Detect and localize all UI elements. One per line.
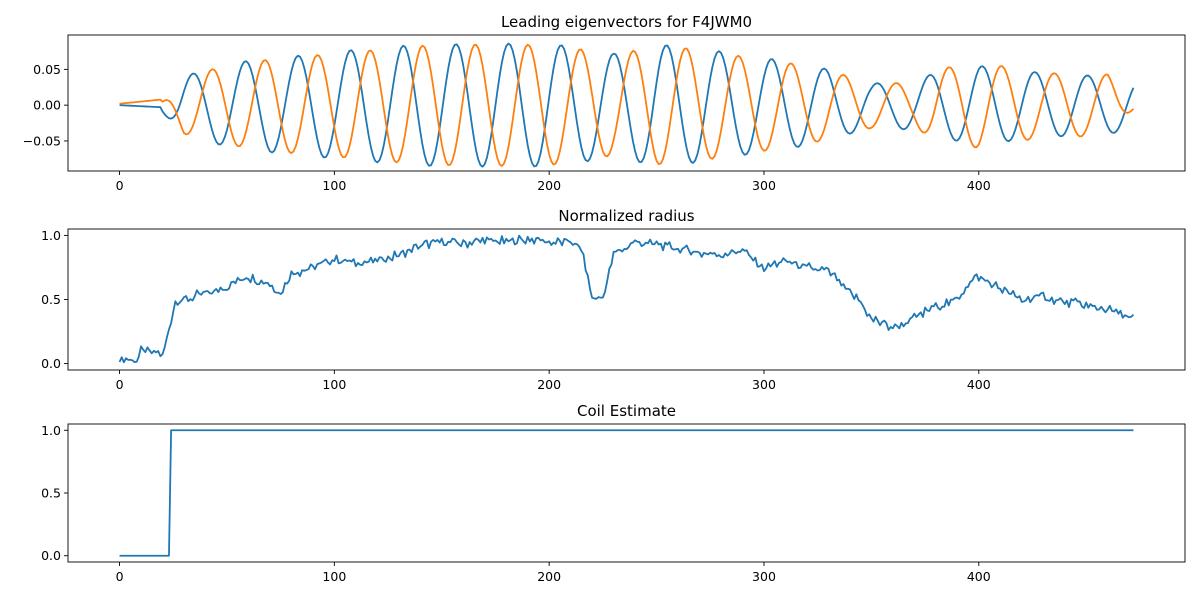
x-tick-label: 0	[116, 377, 124, 392]
series-line-2	[119, 43, 1135, 167]
x-tick-label: 200	[537, 178, 561, 193]
x-tick-label: 0	[116, 569, 124, 584]
y-tick-label: 1.0	[41, 423, 61, 438]
x-tick-label: 300	[752, 178, 776, 193]
series-line-1	[119, 42, 1135, 168]
axes-frame	[67, 34, 1186, 172]
series-line-1	[118, 234, 1135, 364]
y-tick-label: 1.0	[41, 228, 61, 243]
y-tick-label: 0.05	[33, 62, 61, 77]
x-tick-label: 300	[752, 377, 776, 392]
x-tick-label: 300	[752, 569, 776, 584]
subplot-1: Leading eigenvectors for F4JWM0 0 100 200 30…	[23, 13, 1186, 193]
subplots: Leading eigenvectors for F4JWM0 0 100 200 30…	[23, 13, 1186, 584]
chart-title: Leading eigenvectors for F4JWM0	[501, 13, 752, 31]
x-tick-label: 400	[967, 178, 991, 193]
x-tick-label: 400	[967, 377, 991, 392]
x-tick-label: 200	[537, 569, 561, 584]
subplot-2: Normalized radius 0 100 200 300 400 0.0 0.5 1.0	[41, 207, 1186, 392]
y-tick-label: 0.00	[33, 98, 61, 113]
y-tick-label: 0.5	[41, 486, 61, 501]
chart-title: Coil Estimate	[577, 402, 676, 420]
subplot-3: Coil Estimate 0 100 200 300 400 0.0 0.5 1.0	[41, 402, 1186, 584]
y-tick-label: 0.5	[41, 292, 61, 307]
series-line-1	[119, 429, 1134, 557]
y-tick-label: 0.0	[41, 356, 61, 371]
x-tick-label: 100	[322, 178, 346, 193]
x-tick-label: 100	[322, 569, 346, 584]
x-tick-label: 0	[116, 178, 124, 193]
chart-title: Normalized radius	[558, 207, 694, 225]
y-tick-label: −0.05	[23, 133, 61, 148]
y-tick-label: 0.0	[41, 548, 61, 563]
x-tick-label: 400	[967, 569, 991, 584]
x-tick-label: 200	[537, 377, 561, 392]
x-tick-label: 100	[322, 377, 346, 392]
